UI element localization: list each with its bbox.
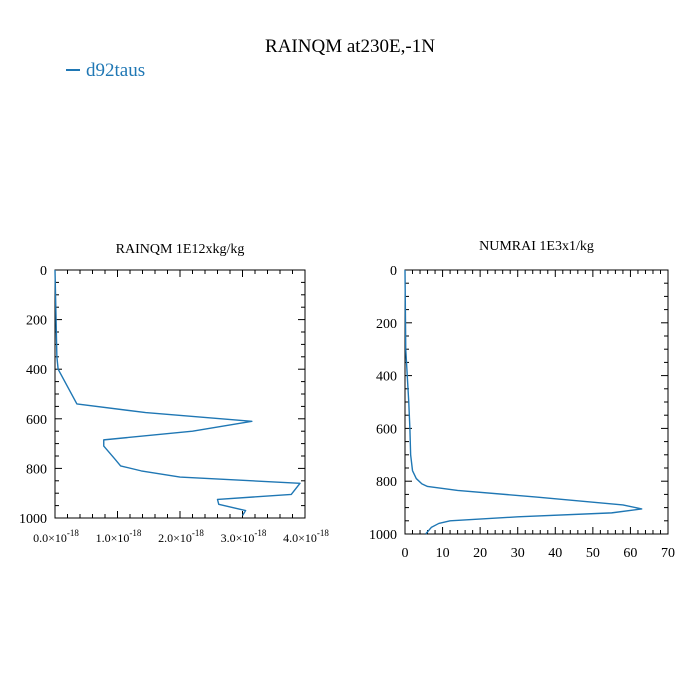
panel1-y-tick-label: 800 — [26, 462, 47, 477]
panel2-x-tick-label: 50 — [586, 546, 600, 561]
panel1-x-tick-label: 0.0×10-18 — [33, 528, 79, 545]
panel2-y-tick-label: 400 — [376, 370, 397, 385]
legend-label: d92taus — [86, 60, 146, 81]
panel2-frame — [404, 269, 669, 535]
panel2-series-line — [404, 269, 643, 535]
panel2-y-tick-label: 1000 — [369, 528, 397, 543]
panel2-x-tick-label: 20 — [473, 546, 487, 561]
panel2-x-tick-label: 10 — [436, 546, 450, 561]
panel2-y-tick-label: 200 — [376, 317, 397, 332]
panel1-title: RAINQM 1E12xkg/kg — [116, 242, 245, 257]
panel2-y-tick-label: 0 — [390, 264, 397, 279]
panel1-y-tick-label: 600 — [26, 413, 47, 428]
panel1-y-tick-label: 400 — [26, 363, 47, 378]
panel1-x-tick-label: 3.0×10-18 — [221, 528, 267, 545]
panel1-y-tick-label: 200 — [26, 314, 47, 329]
panel2-x-tick-label: 60 — [623, 546, 637, 561]
panel1-frame — [54, 269, 306, 519]
panel1-x-tick-label: 4.0×10-18 — [283, 528, 329, 545]
panel2-x-tick-label: 0 — [402, 546, 409, 561]
panel2-x-tick-label: 70 — [661, 546, 675, 561]
panel2-x-tick-label: 40 — [548, 546, 562, 561]
panel1-y-tick-label: 0 — [40, 264, 47, 279]
panel2-title: NUMRAI 1E3x1/kg — [479, 239, 594, 254]
panel1-series-line — [54, 269, 301, 516]
panel2-y-tick-label: 800 — [376, 475, 397, 490]
panel2-y-tick-label: 600 — [376, 422, 397, 437]
panel2-x-tick-label: 30 — [511, 546, 525, 561]
chart-title: RAINQM at230E,-1N — [265, 36, 435, 57]
panel1-y-tick-label: 1000 — [19, 512, 47, 527]
legend-swatch — [66, 68, 80, 71]
panel1-x-tick-label: 1.0×10-18 — [96, 528, 142, 545]
panel1-x-tick-label: 2.0×10-18 — [158, 528, 204, 545]
legend: d92taus — [66, 60, 145, 82]
